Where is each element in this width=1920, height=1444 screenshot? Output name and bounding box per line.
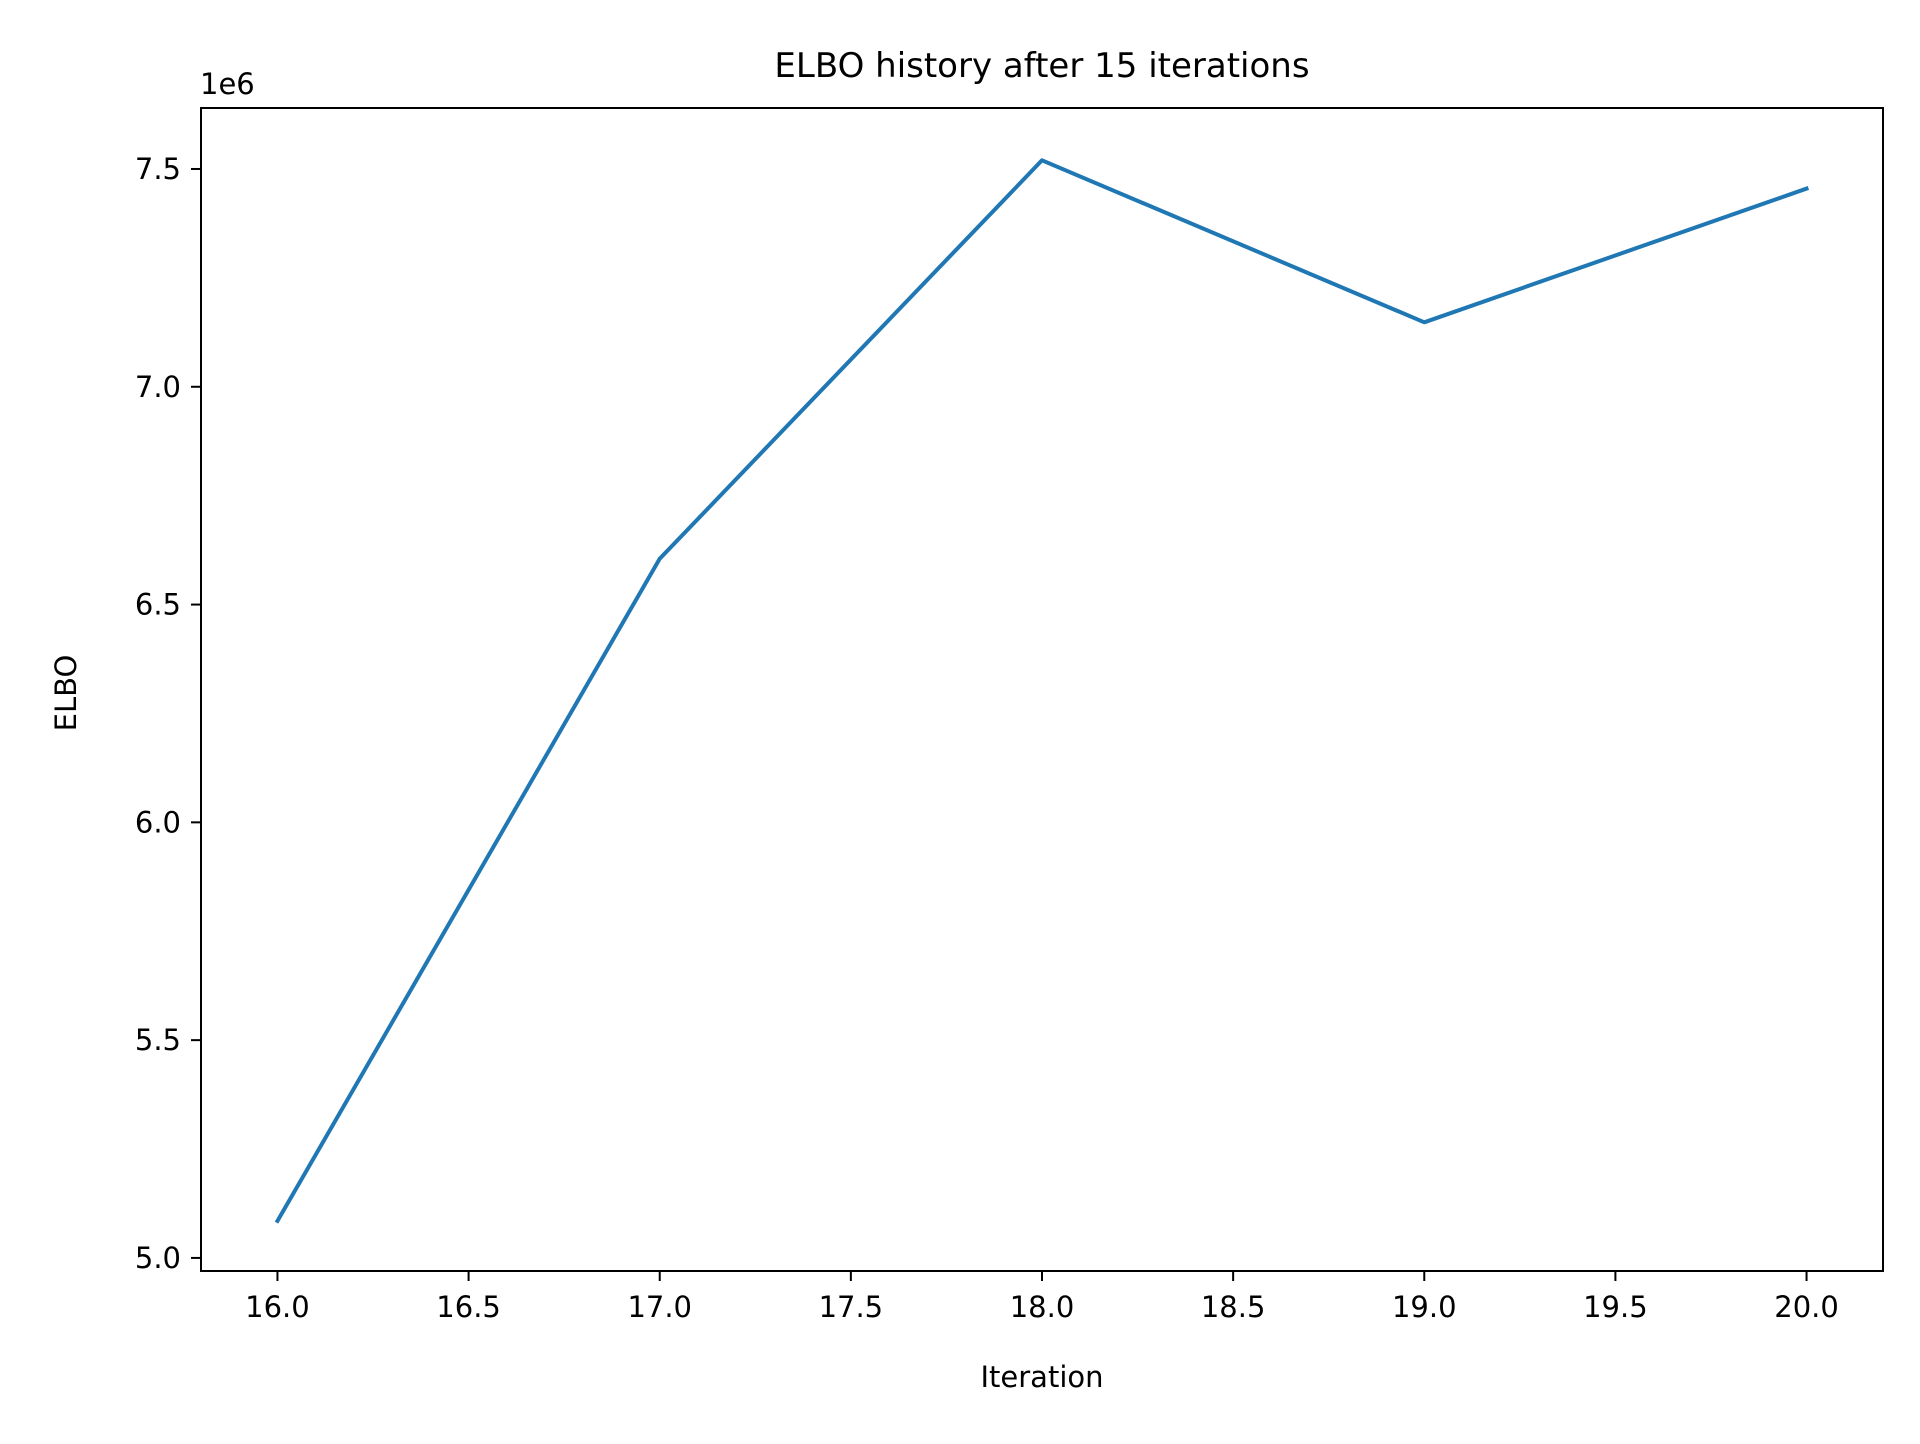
axis-ticks: 16.0 16.5 17.0 17.5 18.0 18.5 19.0 19.5 20.0 5.0 5…: [135, 152, 1839, 1324]
series-layer: [274, 158, 1810, 1224]
y-tick-label: 7.0: [135, 370, 181, 404]
x-tick-label: 17.5: [819, 1290, 884, 1324]
x-tick-label: 19.0: [1392, 1290, 1457, 1324]
x-tick-label: 20.0: [1774, 1290, 1839, 1324]
x-tick-label: 17.0: [627, 1290, 692, 1324]
x-tick-label: 18.0: [1010, 1290, 1075, 1324]
y-tick-label: 5.0: [135, 1241, 181, 1275]
x-tick-label: 16.0: [245, 1290, 310, 1324]
y-tick-label: 5.5: [135, 1023, 181, 1057]
elbo-series-line: [274, 158, 1810, 1224]
x-axis-label: Iteration: [980, 1360, 1103, 1394]
y-tick-label: 7.5: [135, 152, 181, 186]
y-tick-label: 6.0: [135, 805, 181, 839]
y-axis-offset-label: 1e6: [200, 67, 255, 101]
y-axis-label: ELBO: [49, 655, 83, 732]
x-tick-label: 18.5: [1201, 1290, 1266, 1324]
x-tick-label: 16.5: [436, 1290, 501, 1324]
plot-area-frame: [200, 107, 1884, 1272]
y-tick-label: 6.5: [135, 588, 181, 622]
chart-title: ELBO history after 15 iterations: [774, 46, 1309, 86]
x-tick-label: 19.5: [1583, 1290, 1648, 1324]
